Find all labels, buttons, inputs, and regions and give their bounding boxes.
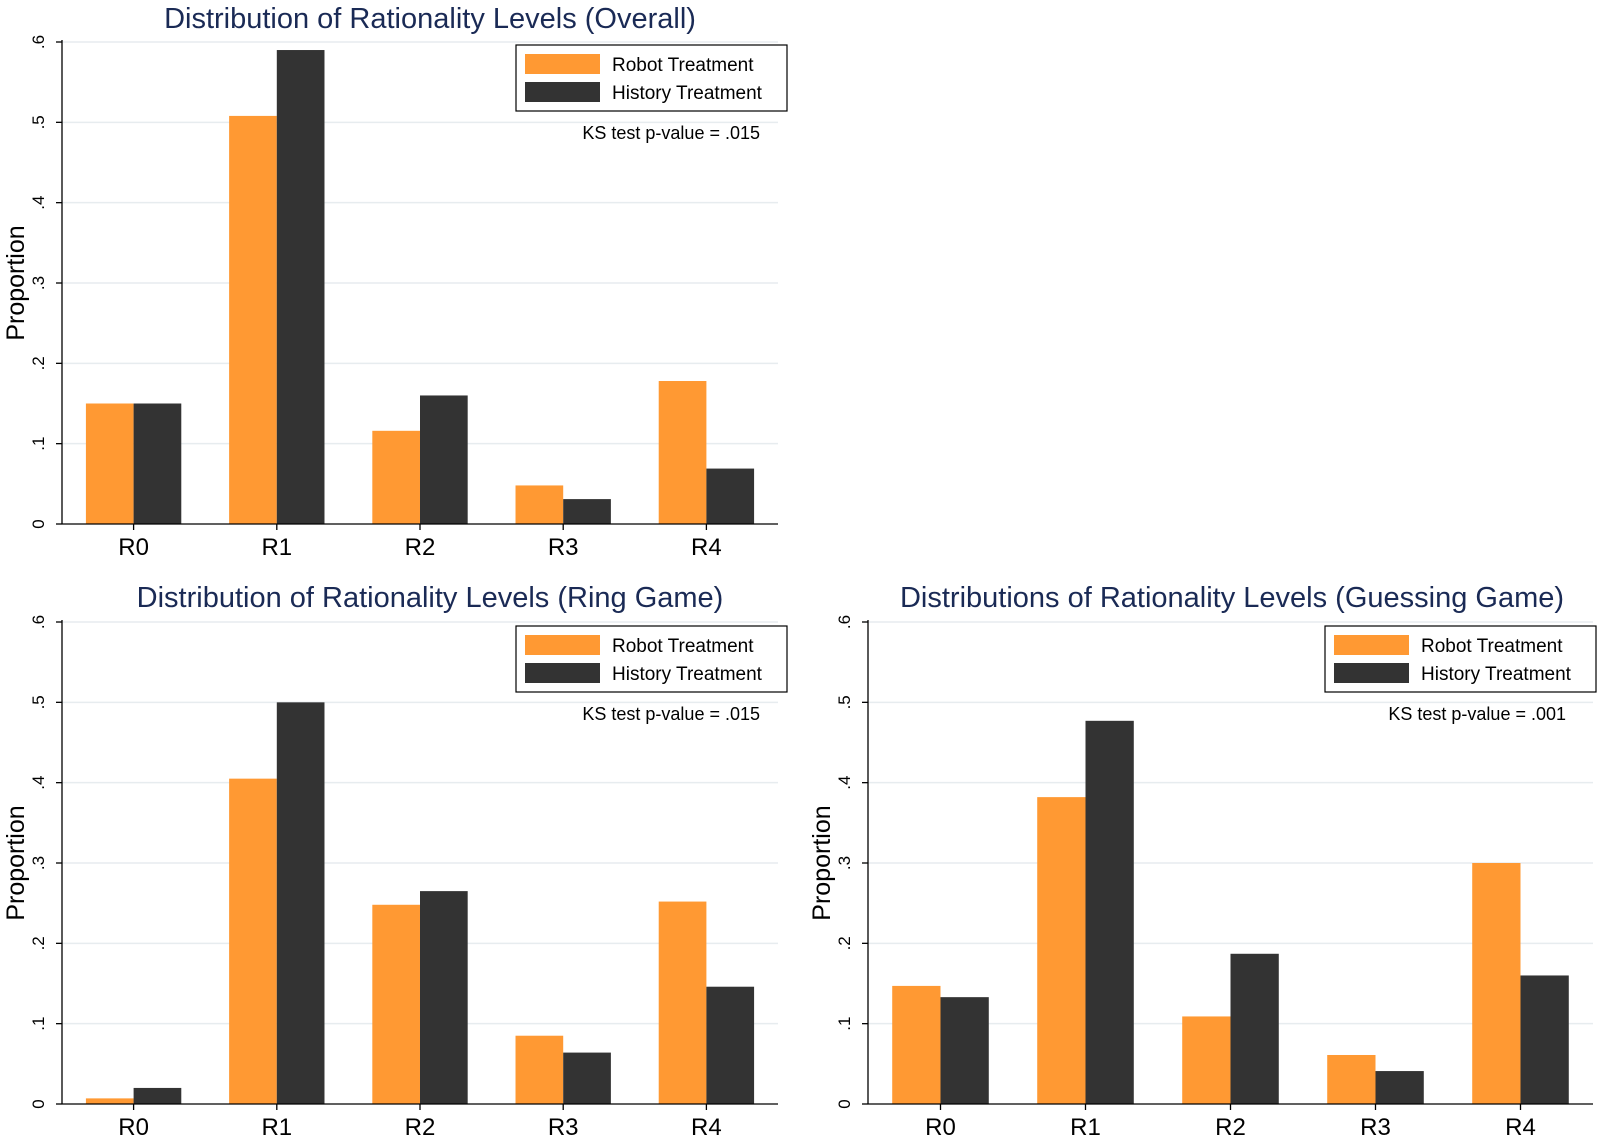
overall-bar-robot-r2 bbox=[372, 430, 420, 524]
guessing-x-tick-label: R3 bbox=[1360, 1114, 1391, 1139]
ring-bar-history-r4 bbox=[706, 986, 755, 1104]
overall-y-tick-label: .6 bbox=[29, 35, 48, 49]
guessing-y-tick-label: .6 bbox=[835, 615, 854, 629]
guessing-bar-robot-r4 bbox=[1472, 863, 1521, 1104]
guessing-y-tick-label: .2 bbox=[835, 936, 854, 950]
ring-x-tick-label: R4 bbox=[691, 1114, 722, 1139]
guessing-legend: Robot Treatment History Treatment bbox=[1324, 625, 1597, 693]
guessing-y-tick-label: .1 bbox=[835, 1017, 854, 1031]
ring-x-tick-label: R1 bbox=[261, 1114, 292, 1139]
overall-x-tick-label: R3 bbox=[548, 534, 579, 561]
overall-bar-robot-r1 bbox=[229, 115, 277, 524]
overall-legend-label-history: History Treatment bbox=[612, 83, 763, 104]
guessing-bar-history-r3 bbox=[1375, 1071, 1424, 1104]
guessing-bar-history-r4 bbox=[1520, 975, 1569, 1104]
ring-y-tick-label: .3 bbox=[29, 856, 48, 870]
overall-y-axis-label: Proportion bbox=[2, 225, 30, 340]
overall-x-tick-label: R4 bbox=[691, 534, 722, 561]
ring-y-tick-label: .2 bbox=[29, 936, 48, 950]
overall-x-tick-label: R1 bbox=[261, 534, 292, 561]
overall-chart: Distribution of Rationality Levels (Over… bbox=[2, 3, 788, 561]
ring-y-tick-label: 0 bbox=[29, 1099, 48, 1108]
overall-ks-annotation: KS test p-value = .015 bbox=[582, 123, 760, 143]
guessing-y-tick-label: .3 bbox=[835, 856, 854, 870]
guessing-ks-annotation: KS test p-value = .001 bbox=[1388, 704, 1566, 724]
guessing-bar-history-r1 bbox=[1085, 720, 1134, 1104]
overall-bar-robot-r0 bbox=[85, 403, 134, 524]
ring-ks-annotation: KS test p-value = .015 bbox=[582, 704, 760, 724]
guessing-bar-history-r2 bbox=[1230, 953, 1279, 1104]
overall-bar-robot-r3 bbox=[515, 485, 564, 524]
guessing-x-tick-label: R4 bbox=[1505, 1114, 1536, 1139]
guessing-bar-robot-r1 bbox=[1037, 797, 1086, 1104]
guessing-bar-history-r0 bbox=[940, 997, 989, 1104]
overall-legend: Robot Treatment History Treatment bbox=[515, 44, 788, 112]
overall-bar-history-r3 bbox=[563, 499, 611, 524]
ring-bar-history-r1 bbox=[276, 702, 325, 1104]
guessing-y-tick-label: 0 bbox=[835, 1099, 854, 1108]
ring-legend: Robot Treatment History Treatment bbox=[515, 625, 788, 693]
ring-bar-robot-r4 bbox=[658, 901, 707, 1104]
ring-bar-robot-r2 bbox=[372, 904, 420, 1104]
overall-legend-swatch-robot bbox=[525, 54, 600, 74]
overall-bar-history-r2 bbox=[420, 395, 468, 524]
guessing-legend-label-history: History Treatment bbox=[1421, 664, 1572, 685]
ring-chart-title: Distribution of Rationality Levels (Ring… bbox=[137, 582, 724, 614]
ring-y-tick-label: .1 bbox=[29, 1017, 48, 1031]
overall-y-tick-label: 0 bbox=[29, 519, 48, 528]
overall-bar-robot-r4 bbox=[658, 381, 707, 524]
ring-y-tick-label: .4 bbox=[29, 776, 48, 790]
guessing-bar-robot-r3 bbox=[1327, 1054, 1376, 1104]
guessing-chart: Distributions of Rationality Levels (Gue… bbox=[808, 582, 1597, 1139]
overall-chart-title: Distribution of Rationality Levels (Over… bbox=[164, 3, 696, 35]
ring-y-tick-label: .5 bbox=[29, 695, 48, 709]
ring-bar-robot-r3 bbox=[515, 1035, 564, 1104]
ring-y-tick-label: .6 bbox=[29, 615, 48, 629]
guessing-bar-robot-r0 bbox=[892, 985, 941, 1104]
overall-bar-history-r1 bbox=[276, 50, 325, 525]
guessing-bar-robot-r2 bbox=[1182, 1016, 1231, 1104]
ring-x-tick-label: R2 bbox=[405, 1114, 436, 1139]
ring-x-tick-label: R0 bbox=[118, 1114, 149, 1139]
ring-legend-swatch-history bbox=[525, 663, 600, 683]
overall-legend-swatch-history bbox=[525, 82, 600, 102]
guessing-y-axis-label: Proportion bbox=[808, 805, 836, 920]
guessing-legend-label-robot: Robot Treatment bbox=[1421, 636, 1563, 657]
overall-x-tick-label: R0 bbox=[118, 534, 149, 561]
guessing-y-tick-label: .4 bbox=[835, 776, 854, 790]
ring-bar-robot-r1 bbox=[229, 778, 277, 1104]
guessing-legend-swatch-robot bbox=[1334, 635, 1409, 655]
overall-legend-label-robot: Robot Treatment bbox=[612, 55, 754, 76]
ring-bar-robot-r0 bbox=[85, 1098, 134, 1104]
ring-legend-label-history: History Treatment bbox=[612, 664, 763, 685]
ring-chart: Distribution of Rationality Levels (Ring… bbox=[2, 582, 788, 1139]
overall-x-tick-label: R2 bbox=[405, 534, 436, 561]
guessing-chart-title: Distributions of Rationality Levels (Gue… bbox=[900, 582, 1564, 614]
overall-bar-history-r0 bbox=[133, 403, 182, 524]
ring-legend-label-robot: Robot Treatment bbox=[612, 636, 754, 657]
overall-y-tick-label: .1 bbox=[29, 437, 48, 451]
ring-y-axis-label: Proportion bbox=[2, 805, 30, 920]
ring-bar-history-r2 bbox=[420, 891, 468, 1104]
guessing-x-tick-label: R1 bbox=[1070, 1114, 1101, 1139]
ring-legend-swatch-robot bbox=[525, 635, 600, 655]
overall-y-tick-label: .2 bbox=[29, 356, 48, 370]
ring-x-tick-label: R3 bbox=[548, 1114, 579, 1139]
guessing-x-tick-label: R2 bbox=[1215, 1114, 1246, 1139]
guessing-y-tick-label: .5 bbox=[835, 695, 854, 709]
overall-y-tick-label: .4 bbox=[29, 196, 48, 210]
guessing-x-tick-label: R0 bbox=[925, 1114, 956, 1139]
overall-y-tick-label: .5 bbox=[29, 115, 48, 129]
ring-bar-history-r0 bbox=[133, 1087, 182, 1104]
guessing-legend-swatch-history bbox=[1334, 663, 1409, 683]
overall-bar-history-r4 bbox=[706, 468, 755, 524]
overall-y-tick-label: .3 bbox=[29, 276, 48, 290]
ring-bar-history-r3 bbox=[563, 1052, 611, 1104]
